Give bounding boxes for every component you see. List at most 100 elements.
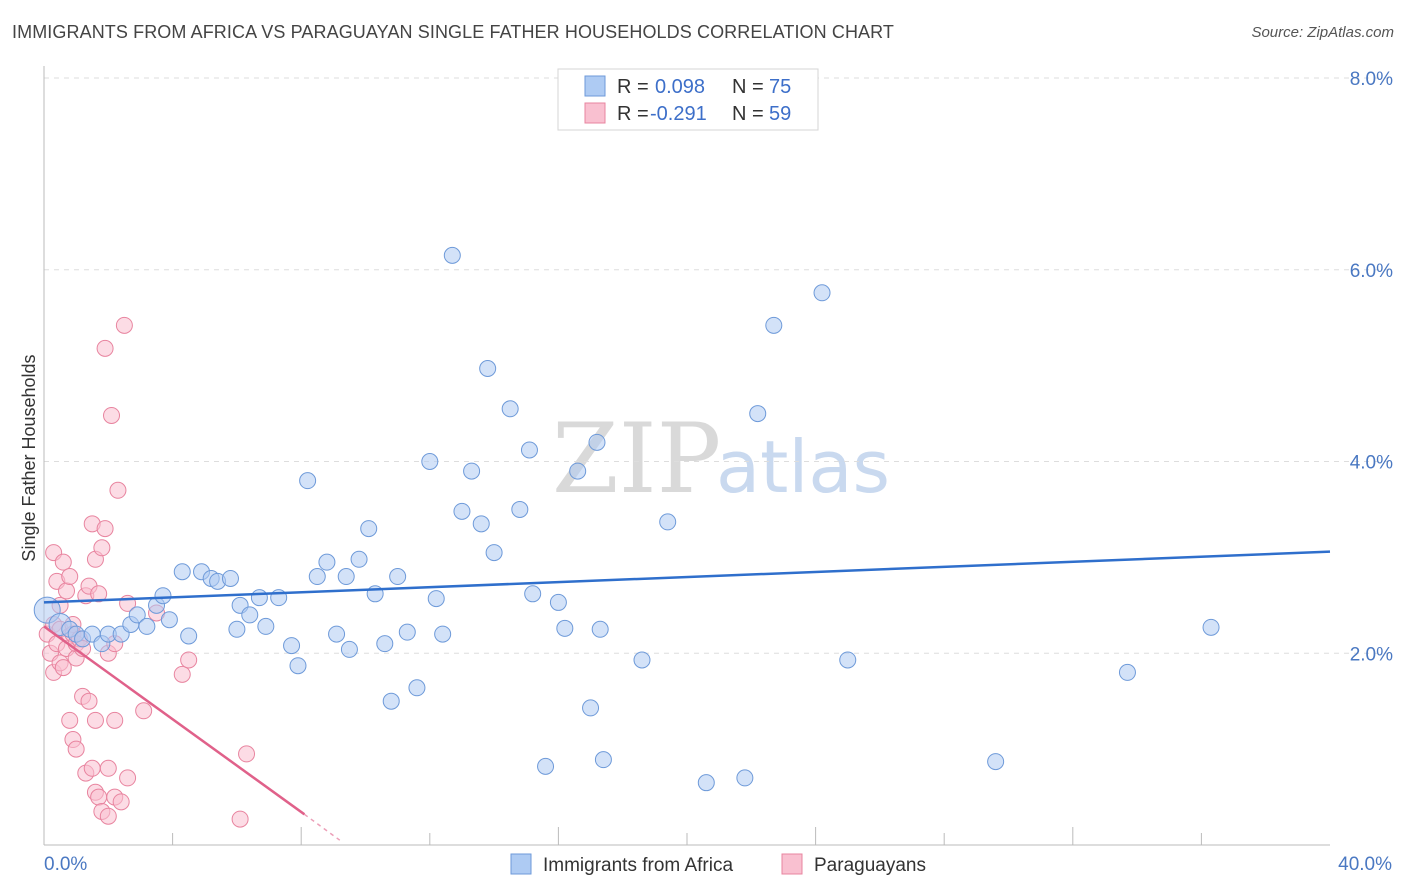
- y-axis-label: Single Father Households: [19, 354, 39, 561]
- bottom-legend-label-paraguayans: Paraguayans: [814, 855, 926, 876]
- bottom-legend: Immigrants from Africa Paraguayans: [510, 853, 926, 876]
- africa-point: [389, 568, 407, 586]
- africa-point: [511, 500, 529, 518]
- africa-point: [443, 246, 461, 264]
- africa-point: [537, 757, 555, 775]
- chart-title: IMMIGRANTS FROM AFRICA VS PARAGUAYAN SIN…: [12, 22, 895, 42]
- legend-swatch-africa: [584, 75, 606, 97]
- paraguayans-trend-extension: [303, 813, 341, 841]
- africa-point: [765, 316, 783, 334]
- africa-point: [289, 657, 307, 675]
- africa-point: [154, 587, 172, 605]
- bottom-legend-swatch-africa: [510, 853, 532, 875]
- paraguayans-point: [83, 759, 101, 777]
- paraguayans-point: [86, 711, 104, 729]
- africa-point: [160, 611, 178, 629]
- trend-lines: [43, 550, 1331, 841]
- africa-point: [180, 627, 198, 645]
- y-tick-label: 6.0%: [1350, 261, 1393, 282]
- legend-r-label-paraguayans: R =: [617, 103, 649, 125]
- africa-point: [434, 625, 452, 643]
- paraguayans-point: [99, 807, 117, 825]
- africa-point: [549, 593, 567, 611]
- africa-point: [408, 679, 426, 697]
- africa-point: [283, 637, 301, 655]
- paraguayans-points: [38, 316, 256, 828]
- africa-point: [987, 753, 1005, 771]
- paraguayans-point: [99, 759, 117, 777]
- africa-point: [382, 692, 400, 710]
- x-tick-labels: 0.0% 40.0%: [44, 854, 1392, 875]
- paraguayans-point: [119, 769, 137, 787]
- source-label: Source: ZipAtlas.com: [1251, 24, 1394, 41]
- paraguayans-point: [90, 585, 108, 603]
- paraguayans-point: [54, 659, 72, 677]
- africa-point: [308, 568, 326, 586]
- africa-point: [360, 520, 378, 538]
- africa-point: [472, 515, 490, 533]
- africa-point: [1118, 663, 1136, 681]
- paraguayans-point: [180, 651, 198, 669]
- bottom-legend-label-africa: Immigrants from Africa: [543, 855, 733, 876]
- legend-n-value-paraguayans: 59: [769, 103, 791, 125]
- paraguayans-point: [80, 692, 98, 710]
- africa-point: [591, 620, 609, 638]
- africa-point: [173, 563, 191, 581]
- legend-r-label-africa: R =: [617, 76, 649, 98]
- africa-point: [839, 651, 857, 669]
- africa-point: [427, 590, 445, 608]
- africa-point: [340, 640, 358, 658]
- africa-point: [250, 589, 268, 607]
- paraguayans-point: [61, 711, 79, 729]
- africa-point: [479, 360, 497, 378]
- africa-point: [556, 619, 574, 637]
- paraguayans-point: [58, 582, 76, 600]
- africa-point: [318, 553, 336, 571]
- africa-point: [659, 513, 677, 531]
- africa-point: [594, 751, 612, 769]
- paraguayans-point: [135, 702, 153, 720]
- paraguayans-point: [109, 481, 127, 499]
- africa-point: [633, 651, 651, 669]
- africa-point: [485, 544, 503, 562]
- bottom-legend-swatch-paraguayans: [781, 853, 803, 875]
- africa-point: [569, 462, 587, 480]
- africa-point: [501, 400, 519, 418]
- paraguayans-point: [238, 745, 256, 763]
- paraguayans-point: [61, 568, 79, 586]
- paraguayans-point: [93, 539, 111, 557]
- legend-n-label-paraguayans: N =: [732, 103, 764, 125]
- africa-point: [697, 774, 715, 792]
- africa-point: [463, 462, 481, 480]
- africa-point: [337, 568, 355, 586]
- africa-point: [524, 585, 542, 603]
- africa-points: [33, 246, 1220, 792]
- x-tick-label: 0.0%: [44, 854, 87, 875]
- legend-n-value-africa: 75: [769, 76, 791, 98]
- africa-point: [588, 433, 606, 451]
- gridlines: [44, 77, 1392, 654]
- paraguayans-point: [106, 711, 124, 729]
- africa-point: [813, 284, 831, 302]
- paraguayans-point: [67, 740, 85, 758]
- paraguayans-point: [96, 520, 114, 538]
- africa-point: [221, 569, 239, 587]
- legend-r-value-africa: 0.098: [655, 76, 705, 98]
- africa-point: [328, 625, 346, 643]
- legend-n-label-africa: N =: [732, 76, 764, 98]
- y-tick-labels: 2.0% 4.0% 6.0% 8.0%: [1350, 69, 1393, 665]
- axes: [43, 66, 1330, 846]
- y-tick-label: 8.0%: [1350, 69, 1393, 90]
- africa-point: [453, 502, 471, 520]
- africa-point: [350, 550, 368, 568]
- paraguayans-point: [96, 339, 114, 357]
- paraguayans-point: [112, 793, 130, 811]
- paraguayans-point: [90, 788, 108, 806]
- watermark-atlas: atlas: [716, 425, 890, 509]
- paraguayans-point: [54, 553, 72, 571]
- africa-point: [749, 405, 767, 423]
- africa-point: [520, 441, 538, 459]
- legend-box: R = 0.098 N = 75 R = -0.291 N = 59: [557, 68, 819, 131]
- africa-point: [421, 453, 439, 470]
- x-tick-label: 40.0%: [1338, 854, 1392, 875]
